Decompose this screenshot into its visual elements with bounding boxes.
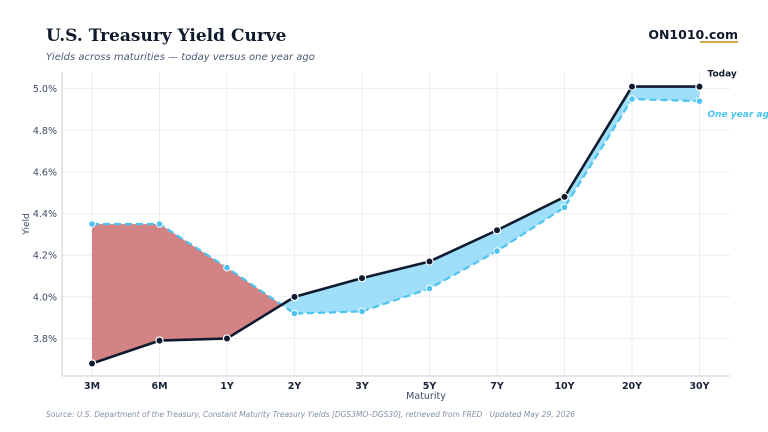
spread-fill [429,230,497,289]
series-line-today [91,85,700,365]
series-line-one-year-ago [92,97,700,315]
y-tick-label: 4.6% [33,167,57,178]
point-today [222,334,232,343]
series-label-one-year-ago: One year ag [708,110,768,120]
point-one-year-ago [695,97,704,105]
y-tick-label: 4.0% [33,292,57,303]
spread-fill [294,278,362,314]
point-today [357,273,367,283]
point-today [695,82,704,91]
point-today [87,359,97,368]
series-line-layer [91,85,700,365]
point-one-year-ago [155,220,164,228]
spread-fill [497,196,565,252]
point-one-year-ago [223,263,231,272]
spread-fill [362,261,430,312]
point-one-year-ago [88,220,96,228]
x-tick-label: 3Y [355,381,369,392]
x-tick-label: 6M [151,381,167,392]
x-axis-label: Maturity [406,391,446,402]
label-layer: Today One year ag [708,70,768,121]
axis-layer: 3.8% 4.0% 4.2% 4.4% 4.6% 4.8% 5.0% 3M 6M 1Y 2Y 3Y 5Y… [22,72,730,402]
series-point-layer [87,82,704,368]
point-one-year-ago [493,247,501,255]
brand-logo-text[interactable]: ON1010.com [648,27,738,42]
point-today [425,257,434,266]
point-one-year-ago [560,203,569,212]
y-tick-label: 5.0% [33,84,57,95]
y-axis-label: Yield [22,213,32,235]
spread-fill [632,86,700,102]
chart-subtitle: Yields across maturities — today versus … [46,52,315,63]
series-label-today: Today [708,70,737,80]
y-tick-label: 4.2% [33,251,57,262]
point-today [627,82,637,91]
x-tick-label: 7Y [490,381,504,392]
point-one-year-ago [425,284,434,293]
brand-underline [700,41,738,43]
x-tick-label: 20Y [622,381,642,392]
x-tick-label: 30Y [689,381,709,392]
point-today [560,192,569,202]
point-today [492,226,502,235]
spread-fill [281,296,295,314]
source-note: Source: U.S. Department of the Treasury,… [46,410,576,419]
point-one-year-ago [628,95,636,103]
y-tick-label: 4.8% [33,126,57,137]
point-one-year-ago [290,309,299,318]
spread-fill [564,86,632,208]
y-tick-label: 4.4% [33,209,57,220]
x-tick-label: 1Y [220,381,234,392]
x-tick-label: 3M [84,381,100,392]
spread-fill [227,267,282,339]
y-tick-label: 3.8% [33,334,57,345]
x-tick-label: 10Y [554,381,574,392]
point-today [155,336,164,345]
x-tick-label: 2Y [288,381,302,392]
chart-title: U.S. Treasury Yield Curve [46,26,287,46]
x-tick-label: 5Y [423,381,437,392]
spread-fill [92,224,160,364]
spread-fill-layer [92,86,700,364]
spread-fill [159,224,227,341]
point-today [290,292,299,302]
point-one-year-ago [358,307,366,316]
